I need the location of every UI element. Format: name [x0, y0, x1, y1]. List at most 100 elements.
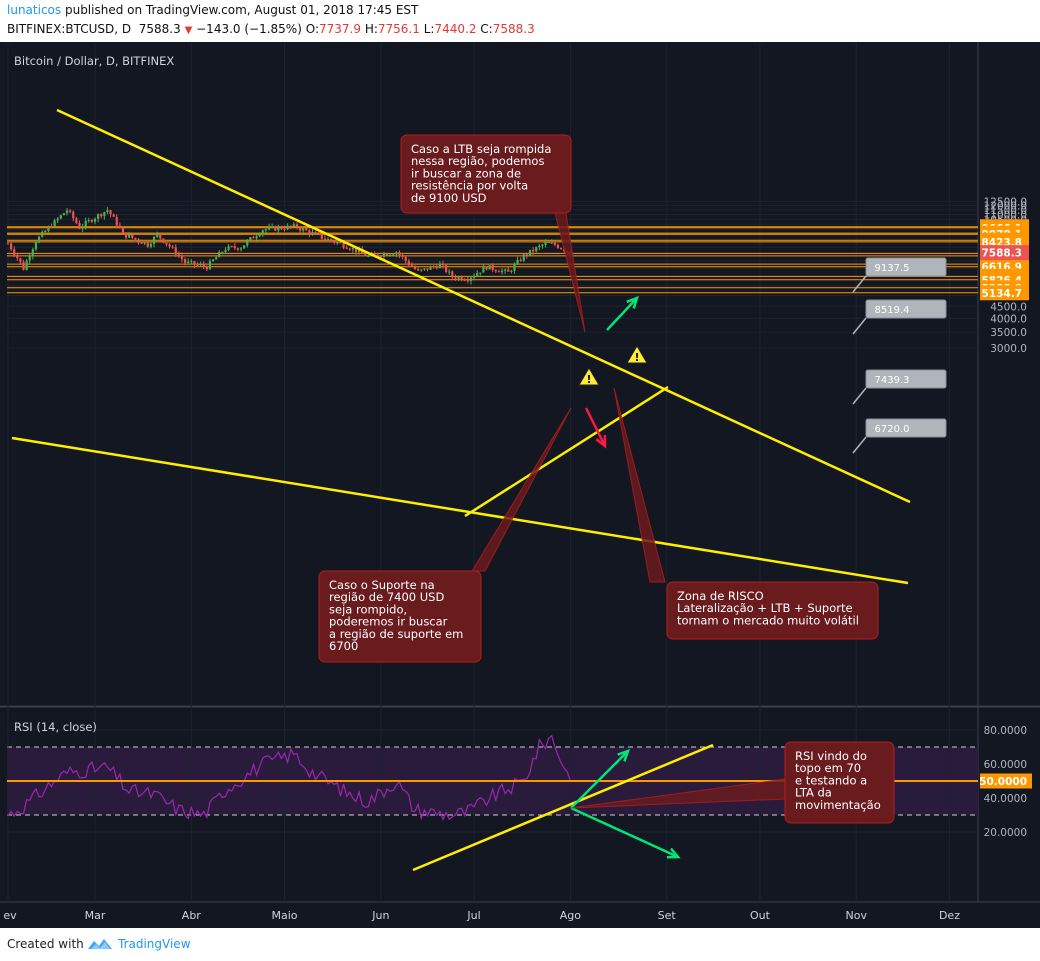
grey-price-label[interactable]: 7439.3 — [852, 369, 947, 405]
candle — [109, 210, 112, 215]
candle — [184, 259, 187, 263]
candle — [56, 218, 59, 221]
callout-support-line: seja rompido, — [329, 602, 407, 616]
callout-rsi-line: e testando a — [795, 773, 867, 787]
close-value: 7588.3 — [492, 22, 535, 36]
candle — [156, 234, 159, 237]
time-tick-label: Dez — [939, 909, 960, 922]
candle — [323, 238, 327, 240]
created-with-text: Created with — [7, 937, 84, 951]
time-tick-label: Nov — [846, 909, 868, 922]
level-price-label: 5134.7 — [980, 285, 1029, 301]
candle — [466, 280, 469, 282]
candle — [75, 218, 78, 224]
candle — [50, 226, 53, 228]
candle — [202, 264, 205, 267]
arrow-up-rsi[interactable] — [570, 750, 629, 809]
candle — [97, 214, 100, 219]
callout-ltb-line: nessa região, podemos — [411, 154, 544, 168]
price-pane-title: Bitcoin / Dollar, D, BITFINEX — [14, 54, 174, 68]
candle — [59, 215, 62, 219]
price-tick-label: 12500.0 — [984, 196, 1027, 208]
price-tick-label: 12000.0 — [984, 201, 1027, 213]
ohlc-line: BITFINEX:BTCUSD, D 7588.3 ▼ −143.0 (−1.8… — [7, 22, 535, 36]
candle — [460, 276, 463, 280]
candle — [249, 237, 252, 241]
grey-price-label[interactable]: 6720.0 — [852, 418, 947, 454]
callout-risk-pointer — [613, 387, 666, 583]
candle — [451, 271, 454, 278]
rsi-pane-title: RSI (14, close) — [14, 720, 97, 734]
grey-label-text: 9137.5 — [875, 263, 910, 274]
rsi-trendline-lta[interactable] — [412, 743, 714, 872]
candle — [44, 230, 47, 232]
candle — [121, 227, 125, 233]
candle — [494, 269, 497, 272]
candle — [525, 254, 528, 256]
candle — [326, 239, 330, 241]
last-price-label: 7588.3 — [980, 245, 1029, 261]
candle — [547, 242, 550, 244]
candle — [25, 260, 28, 270]
candle — [103, 212, 106, 217]
trendline-lta[interactable] — [464, 385, 669, 518]
candle — [13, 249, 16, 255]
callout-support-line: região de 7400 USD — [329, 590, 444, 604]
callout-support-line: 6700 — [329, 639, 358, 653]
tradingview-link[interactable]: TradingView — [118, 937, 191, 951]
candle — [423, 268, 426, 270]
candle — [491, 265, 494, 270]
chart-area[interactable]: !! 9137.5 8519.4 7439.3 6720.0 Caso a LTB se… — [0, 42, 1040, 928]
trendline-ltb[interactable] — [56, 108, 911, 504]
candle — [435, 266, 438, 269]
trendline-support[interactable] — [11, 436, 909, 585]
candle — [513, 264, 516, 271]
author-link[interactable]: lunaticos — [7, 3, 62, 17]
callout-ltb-line: de 9100 USD — [411, 191, 487, 205]
grey-price-label[interactable]: 9137.5 — [852, 257, 947, 293]
candle — [208, 261, 212, 270]
candle — [522, 254, 525, 261]
callout-support-box — [318, 570, 482, 663]
candle — [541, 244, 544, 246]
grey-label-box — [865, 369, 947, 389]
candle — [550, 242, 553, 244]
candle — [16, 254, 19, 259]
arrow-up-rsi-head — [617, 748, 631, 762]
candle — [152, 236, 156, 244]
candle — [333, 240, 336, 243]
grey-price-label[interactable]: 8519.4 — [852, 299, 947, 335]
candle — [227, 246, 230, 250]
candle — [345, 247, 348, 249]
candle — [311, 232, 314, 235]
candle — [398, 252, 401, 255]
candle — [510, 270, 513, 272]
arrow-down-price[interactable] — [584, 407, 607, 447]
candle — [211, 259, 215, 262]
candle — [392, 254, 395, 256]
candle — [196, 264, 199, 266]
candle — [137, 239, 140, 242]
open-value: 7737.9 — [319, 22, 361, 36]
grey-label-pointer — [852, 275, 867, 293]
candle — [538, 245, 541, 248]
candle — [445, 265, 448, 272]
candle — [10, 243, 13, 250]
arrow-up-price[interactable] — [606, 297, 638, 331]
arrow-down-rsi[interactable] — [570, 806, 679, 859]
candle — [149, 243, 153, 247]
candle — [441, 263, 445, 266]
candle — [261, 230, 264, 235]
arrow-up-price-head — [626, 295, 639, 309]
callout-ltb-line: Caso a LTB seja rompida — [411, 142, 551, 156]
price-tick-label: 3500.0 — [990, 327, 1027, 339]
candle — [507, 269, 510, 272]
candle — [376, 254, 379, 257]
tradingview-logo-icon[interactable] — [87, 936, 113, 952]
grey-label-text: 6720.0 — [875, 424, 910, 435]
candle — [401, 254, 404, 257]
